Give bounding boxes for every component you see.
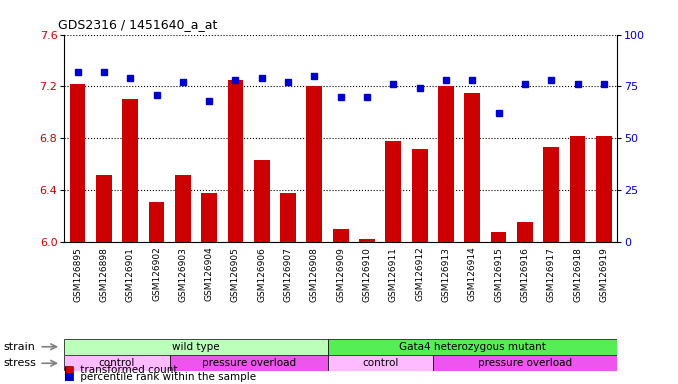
Text: GSM126908: GSM126908 — [310, 247, 319, 301]
Bar — [359, 239, 375, 242]
Text: ■  transformed count: ■ transformed count — [64, 365, 178, 375]
Text: GSM126909: GSM126909 — [336, 247, 345, 301]
Text: GSM126913: GSM126913 — [441, 247, 450, 301]
Text: ■: ■ — [64, 372, 74, 382]
Bar — [64, 355, 170, 371]
Bar — [280, 193, 296, 242]
Bar — [170, 355, 327, 371]
Bar — [385, 141, 401, 242]
Bar — [543, 147, 559, 242]
Text: GSM126904: GSM126904 — [205, 247, 214, 301]
Text: pressure overload: pressure overload — [201, 358, 296, 368]
Text: GSM126901: GSM126901 — [125, 247, 135, 301]
Text: control: control — [362, 358, 399, 368]
Bar — [517, 222, 533, 242]
Bar — [228, 80, 243, 242]
Bar — [148, 202, 164, 242]
Bar — [122, 99, 138, 242]
Text: wild type: wild type — [172, 342, 220, 352]
Text: GSM126907: GSM126907 — [283, 247, 293, 301]
Bar — [333, 229, 348, 242]
Bar — [201, 193, 217, 242]
Bar — [596, 136, 612, 242]
Text: GSM126903: GSM126903 — [178, 247, 187, 301]
Text: Gata4 heterozygous mutant: Gata4 heterozygous mutant — [399, 342, 546, 352]
Text: control: control — [99, 358, 135, 368]
Text: GSM126912: GSM126912 — [415, 247, 424, 301]
Bar — [464, 93, 480, 242]
Bar — [64, 339, 327, 355]
Bar — [254, 160, 270, 242]
Bar — [327, 355, 433, 371]
Text: GSM126895: GSM126895 — [73, 247, 82, 301]
Text: ■: ■ — [64, 365, 74, 375]
Text: pressure overload: pressure overload — [478, 358, 572, 368]
Bar — [96, 175, 112, 242]
Text: stress: stress — [3, 358, 36, 368]
Bar — [491, 232, 506, 242]
Text: GSM126916: GSM126916 — [521, 247, 530, 301]
Text: GDS2316 / 1451640_a_at: GDS2316 / 1451640_a_at — [58, 18, 217, 31]
Bar — [570, 136, 585, 242]
Text: GSM126914: GSM126914 — [468, 247, 477, 301]
Text: GSM126898: GSM126898 — [100, 247, 108, 301]
Bar — [327, 339, 617, 355]
Text: GSM126919: GSM126919 — [599, 247, 608, 301]
Text: GSM126915: GSM126915 — [494, 247, 503, 301]
Text: GSM126906: GSM126906 — [257, 247, 266, 301]
Bar — [70, 84, 85, 242]
Text: strain: strain — [3, 342, 35, 352]
Text: GSM126918: GSM126918 — [573, 247, 582, 301]
Text: GSM126917: GSM126917 — [546, 247, 556, 301]
Text: GSM126911: GSM126911 — [388, 247, 398, 301]
Bar — [433, 355, 617, 371]
Text: GSM126910: GSM126910 — [363, 247, 372, 301]
Bar — [412, 149, 428, 242]
Bar — [175, 175, 191, 242]
Text: GSM126905: GSM126905 — [231, 247, 240, 301]
Text: GSM126902: GSM126902 — [152, 247, 161, 301]
Bar — [306, 86, 322, 242]
Bar — [438, 86, 454, 242]
Text: ■  percentile rank within the sample: ■ percentile rank within the sample — [64, 372, 256, 382]
